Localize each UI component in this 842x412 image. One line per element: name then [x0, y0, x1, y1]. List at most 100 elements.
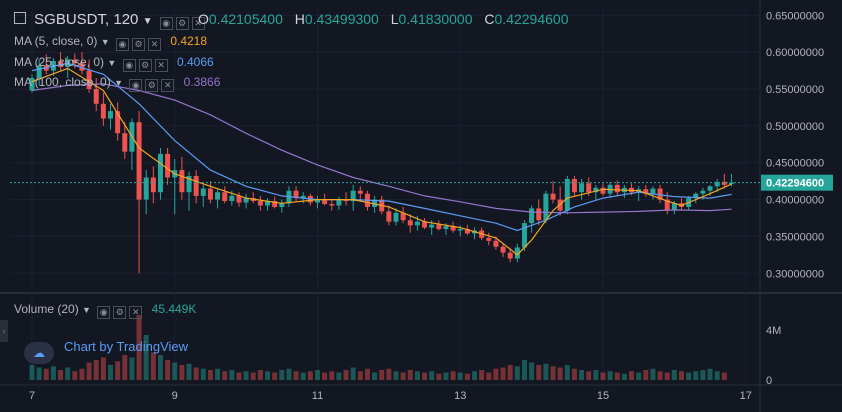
volume-bar	[593, 370, 599, 380]
price-tick-label: 0.65000000	[766, 10, 824, 22]
symbol-name: SGBUSDT	[34, 11, 106, 28]
candle-body	[143, 177, 149, 200]
volume-tick-label: 4M	[766, 325, 781, 337]
indicator-label: MA (5, close, 0)	[14, 34, 98, 48]
volume-bar	[686, 372, 692, 380]
volume-bar	[514, 366, 520, 380]
volume-bar	[157, 355, 163, 380]
chart-axes: 0.65000000 0.60000000 0.55000000 0.50000000…	[10, 10, 833, 402]
volume-bar	[58, 370, 64, 380]
close-icon[interactable]: ✕	[191, 17, 205, 30]
gear-icon[interactable]: ⚙	[113, 306, 127, 319]
candle-body	[322, 199, 328, 204]
volume-bar	[293, 371, 299, 380]
volume-bar	[564, 365, 570, 380]
candle-body	[543, 193, 549, 221]
candle-body	[671, 203, 677, 211]
candle-body	[93, 89, 99, 104]
candle-body	[514, 247, 520, 259]
gear-icon[interactable]: ⚙	[138, 59, 152, 72]
eye-icon[interactable]: ◉	[115, 38, 129, 51]
tradingview-branding[interactable]: ☁ Chart by TradingView	[24, 339, 188, 364]
candle-body	[457, 229, 463, 231]
ma5-line	[31, 67, 732, 256]
volume-indicator[interactable]: Volume (20) ▼ ◉ ⚙ ✕ 45.449K	[14, 302, 196, 319]
volume-bar	[122, 355, 128, 380]
volume-bar	[550, 366, 556, 380]
chevron-right-icon[interactable]: ›	[0, 320, 8, 342]
gear-icon[interactable]: ⚙	[145, 79, 159, 92]
ohlc-readout: O0.42105400 H0.43499300 L0.41830000 C0.4…	[198, 11, 576, 27]
volume-bar	[72, 371, 78, 380]
symbol-title[interactable]: SGBUSDT, 120 ▼ ◉ ⚙ ✕	[14, 11, 205, 30]
candle-body	[193, 176, 199, 196]
chevron-down-icon[interactable]: ▼	[114, 78, 123, 88]
eye-icon[interactable]: ◉	[129, 79, 143, 92]
volume-bar	[307, 371, 313, 380]
candle-body	[207, 188, 213, 200]
candle-body	[436, 224, 442, 230]
volume-bar	[272, 372, 278, 380]
volume-bar	[507, 365, 513, 380]
volume-bar	[678, 371, 684, 380]
volume-bar	[36, 367, 42, 380]
volume-bar	[700, 370, 706, 380]
chevron-down-icon[interactable]: ▼	[100, 37, 110, 47]
volume-bar	[222, 371, 228, 380]
volume-bar	[229, 370, 235, 380]
volume-bar	[721, 372, 727, 380]
chevron-down-icon[interactable]: ▼	[82, 305, 91, 315]
candle-body	[600, 187, 606, 194]
volume-bar	[443, 372, 449, 380]
gear-icon[interactable]: ⚙	[131, 38, 145, 51]
candle-body	[236, 195, 242, 203]
candle-body	[579, 183, 585, 193]
eye-icon[interactable]: ◉	[122, 59, 136, 72]
volume-bar	[429, 371, 435, 380]
close-icon[interactable]: ✕	[129, 306, 143, 319]
volume-bar	[543, 363, 549, 380]
volume-bar	[314, 370, 320, 380]
candle-body	[136, 122, 142, 200]
candle-body	[393, 212, 399, 222]
eye-icon[interactable]: ◉	[159, 17, 173, 30]
interval: 120	[113, 11, 139, 28]
indicator-ma100[interactable]: MA (100, close, 0) ▼ ◉ ⚙ ✕ 0.3866	[14, 75, 220, 92]
open-label: O	[198, 11, 209, 27]
chevron-down-icon[interactable]: ▼	[142, 16, 153, 27]
candle-body	[593, 187, 599, 193]
volume-bar	[172, 362, 178, 380]
volume-bar	[521, 360, 527, 380]
candle-body	[464, 229, 470, 234]
volume-bars	[29, 315, 727, 380]
volume-bar	[407, 370, 413, 380]
candle-body	[257, 201, 263, 206]
close-icon[interactable]: ✕	[147, 38, 161, 51]
candle-body	[179, 170, 185, 193]
branding-text: Chart by TradingView	[64, 339, 189, 354]
volume-bar	[336, 372, 342, 380]
candle-body	[721, 181, 727, 185]
volume-bar	[250, 372, 256, 380]
price-tick-label: 0.45000000	[766, 158, 824, 170]
volume-tick-label: 0	[766, 375, 772, 387]
close-icon[interactable]: ✕	[161, 79, 175, 92]
indicator-value: 0.4218	[170, 34, 208, 48]
indicator-ma5[interactable]: MA (5, close, 0) ▼ ◉ ⚙ ✕ 0.4218	[14, 34, 207, 51]
volume-bar	[43, 368, 49, 380]
candle-body	[314, 199, 320, 203]
close-icon[interactable]: ✕	[154, 59, 168, 72]
candlesticks	[29, 52, 734, 274]
indicator-ma25[interactable]: MA (25, close, 0) ▼ ◉ ⚙ ✕ 0.4066	[14, 55, 214, 72]
chevron-down-icon[interactable]: ▼	[107, 58, 117, 68]
volume-bar	[86, 362, 92, 380]
price-tick-label: 0.55000000	[766, 84, 824, 96]
eye-icon[interactable]: ◉	[97, 306, 111, 319]
gear-icon[interactable]: ⚙	[175, 17, 189, 30]
volume-bar	[457, 372, 463, 380]
volume-bar	[115, 361, 121, 380]
time-tick-label: 13	[454, 390, 466, 402]
candle-body	[300, 195, 306, 199]
candle-body	[422, 221, 428, 228]
